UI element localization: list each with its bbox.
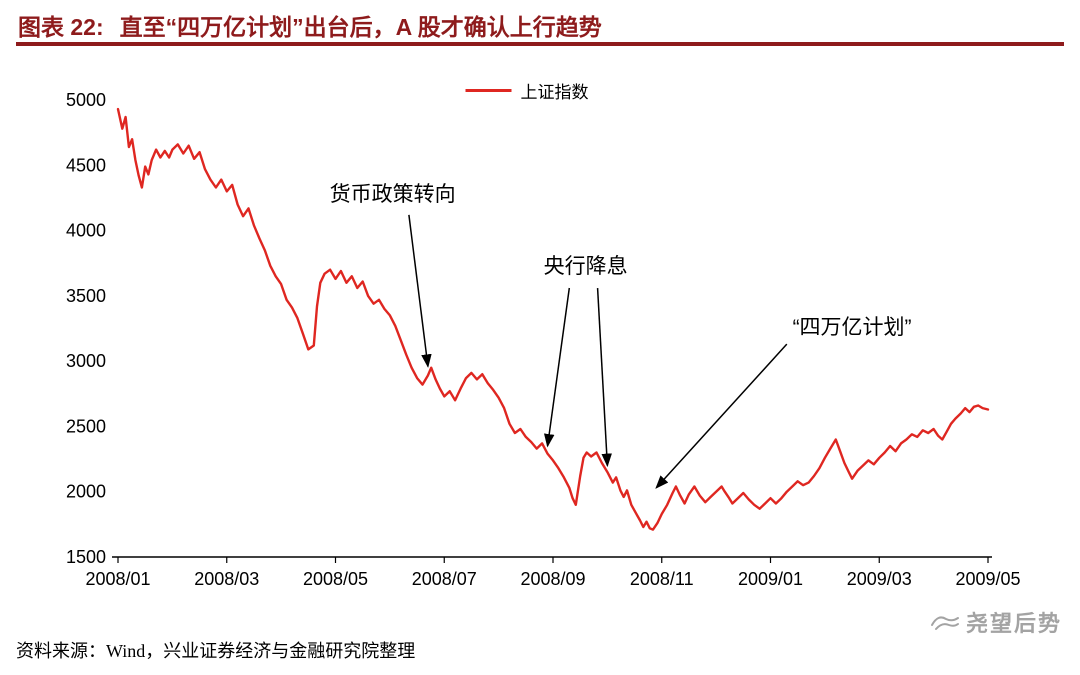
y-tick-label: 4000	[66, 221, 106, 241]
y-tick-label: 1500	[66, 547, 106, 567]
figure-title: 直至“四万亿计划”出台后，A 股才确认上行趋势	[119, 14, 602, 40]
y-tick-label: 3000	[66, 351, 106, 371]
brand-name: 尧望后势	[965, 611, 1062, 636]
annotation-arrow	[655, 343, 788, 489]
annotation-arrow	[596, 287, 612, 468]
annotation-label: “四万亿计划”	[792, 315, 912, 339]
figure-header: 图表 22: 直至“四万亿计划”出台后，A 股才确认上行趋势	[18, 8, 1062, 42]
x-tick-label: 2008/09	[520, 569, 585, 589]
x-tick-label: 2008/01	[85, 569, 150, 589]
x-tick-label: 2009/01	[738, 569, 803, 589]
y-tick-label: 5000	[66, 90, 106, 110]
legend-label: 上证指数	[520, 83, 589, 102]
x-tick-label: 2008/05	[303, 569, 368, 589]
annotation-arrow	[543, 287, 571, 448]
x-tick-label: 2009/05	[955, 569, 1020, 589]
series-line-sse	[116, 107, 990, 531]
y-tick-label: 4500	[66, 155, 106, 175]
annotation-label: 央行降息	[543, 254, 628, 278]
y-tick-label: 2500	[66, 416, 106, 436]
x-tick-label: 2008/07	[412, 569, 477, 589]
x-tick-label: 2008/03	[194, 569, 259, 589]
header-rule	[16, 42, 1064, 46]
annotation-label: 货币政策转向	[329, 182, 456, 206]
chart-legend: 上证指数	[465, 78, 589, 103]
x-tick-label: 2008/11	[630, 569, 694, 589]
y-tick-label: 2000	[66, 482, 106, 502]
x-tick-label: 2009/03	[847, 569, 912, 589]
brand-watermark: 尧望后势	[930, 606, 1062, 638]
source-note: 资料来源：Wind，兴业证券经济与金融研究院整理	[16, 641, 416, 661]
legend-line-sample	[465, 89, 512, 92]
figure-label: 图表 22:	[18, 14, 104, 40]
y-tick-label: 3500	[66, 286, 106, 306]
annotation-arrow	[408, 214, 432, 368]
dove-logo-icon	[930, 616, 959, 630]
